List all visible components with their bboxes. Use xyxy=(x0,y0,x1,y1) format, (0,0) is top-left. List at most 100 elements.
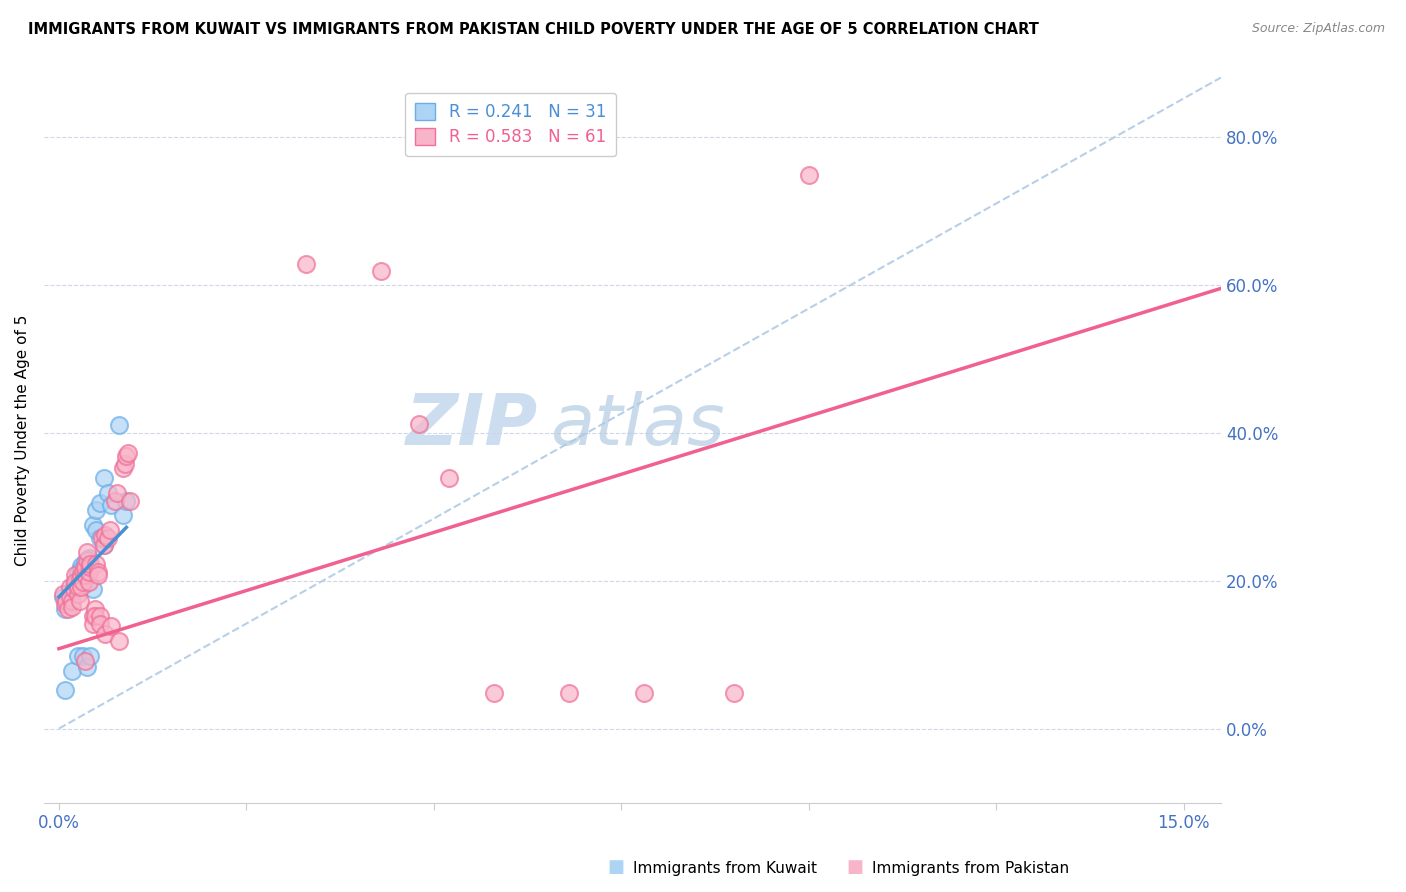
Point xyxy=(93,471,115,485)
Point xyxy=(75,577,97,591)
Point xyxy=(797,168,820,182)
Point xyxy=(77,575,100,590)
Point xyxy=(558,686,581,700)
Point xyxy=(55,594,77,608)
Point xyxy=(63,582,86,597)
Point xyxy=(79,649,101,664)
Point xyxy=(108,418,131,433)
Point xyxy=(100,619,122,633)
Point xyxy=(104,493,127,508)
Point xyxy=(66,566,89,581)
Point xyxy=(633,686,655,700)
Point xyxy=(97,531,120,545)
Point xyxy=(75,560,97,574)
Point xyxy=(723,686,745,700)
Point xyxy=(117,446,139,460)
Point xyxy=(93,538,115,552)
Point xyxy=(66,574,89,588)
Point xyxy=(79,558,101,572)
Point xyxy=(76,660,98,674)
Point xyxy=(408,417,430,431)
Point xyxy=(75,567,97,582)
Point xyxy=(75,555,97,569)
Point xyxy=(89,496,111,510)
Point xyxy=(94,627,117,641)
Legend: R = 0.241   N = 31, R = 0.583   N = 61: R = 0.241 N = 31, R = 0.583 N = 61 xyxy=(405,93,616,156)
Point xyxy=(72,575,94,590)
Text: atlas: atlas xyxy=(550,391,724,460)
Point xyxy=(87,567,110,582)
Point xyxy=(76,545,98,559)
Point xyxy=(91,531,114,545)
Y-axis label: Child Poverty Under the Age of 5: Child Poverty Under the Age of 5 xyxy=(15,314,30,566)
Point xyxy=(72,565,94,579)
Point xyxy=(60,594,83,608)
Point xyxy=(108,634,131,648)
Point xyxy=(53,597,76,611)
Point xyxy=(65,575,87,590)
Point xyxy=(65,567,87,582)
Point xyxy=(94,527,117,541)
Text: Immigrants from Pakistan: Immigrants from Pakistan xyxy=(872,861,1069,876)
Point xyxy=(482,686,505,700)
Point xyxy=(52,587,75,601)
Point xyxy=(100,498,122,512)
Point xyxy=(83,601,105,615)
Point xyxy=(69,572,91,586)
Point xyxy=(72,649,94,664)
Point xyxy=(97,486,120,500)
Point xyxy=(77,551,100,566)
Text: ZIP: ZIP xyxy=(406,391,538,460)
Point xyxy=(56,601,79,615)
Point xyxy=(53,683,76,698)
Point xyxy=(86,503,108,517)
Point xyxy=(77,566,100,581)
Text: Source: ZipAtlas.com: Source: ZipAtlas.com xyxy=(1251,22,1385,36)
Point xyxy=(370,264,392,278)
Point xyxy=(114,457,136,471)
Text: IMMIGRANTS FROM KUWAIT VS IMMIGRANTS FROM PAKISTAN CHILD POVERTY UNDER THE AGE O: IMMIGRANTS FROM KUWAIT VS IMMIGRANTS FRO… xyxy=(28,22,1039,37)
Point xyxy=(89,616,111,631)
Point xyxy=(86,558,108,572)
Point xyxy=(66,649,89,664)
Point xyxy=(115,450,138,464)
Point xyxy=(87,565,110,579)
Point xyxy=(69,594,91,608)
Point xyxy=(66,580,89,594)
Point xyxy=(83,609,105,624)
Point xyxy=(89,609,111,624)
Text: ■: ■ xyxy=(607,858,624,876)
Point xyxy=(120,493,142,508)
Point xyxy=(82,518,104,533)
Point xyxy=(82,582,104,597)
Point xyxy=(59,580,82,594)
Point xyxy=(52,590,75,604)
Point xyxy=(70,558,93,573)
Point xyxy=(111,508,134,523)
Point xyxy=(77,565,100,579)
Point xyxy=(70,580,93,594)
Point xyxy=(93,538,115,552)
Point xyxy=(79,560,101,574)
Point xyxy=(59,590,82,604)
Text: ■: ■ xyxy=(846,858,863,876)
Point xyxy=(115,493,138,508)
Text: Immigrants from Kuwait: Immigrants from Kuwait xyxy=(633,861,817,876)
Point xyxy=(437,471,460,485)
Point xyxy=(59,584,82,599)
Point xyxy=(70,562,93,576)
Point xyxy=(295,257,318,271)
Point xyxy=(70,567,93,582)
Point xyxy=(60,664,83,678)
Point xyxy=(66,587,89,601)
Point xyxy=(63,577,86,591)
Point xyxy=(86,523,108,537)
Point xyxy=(53,601,76,615)
Point xyxy=(111,461,134,475)
Point xyxy=(76,553,98,567)
Point xyxy=(82,609,104,624)
Point xyxy=(75,653,97,667)
Point xyxy=(98,523,121,537)
Point xyxy=(89,531,111,545)
Point xyxy=(82,616,104,631)
